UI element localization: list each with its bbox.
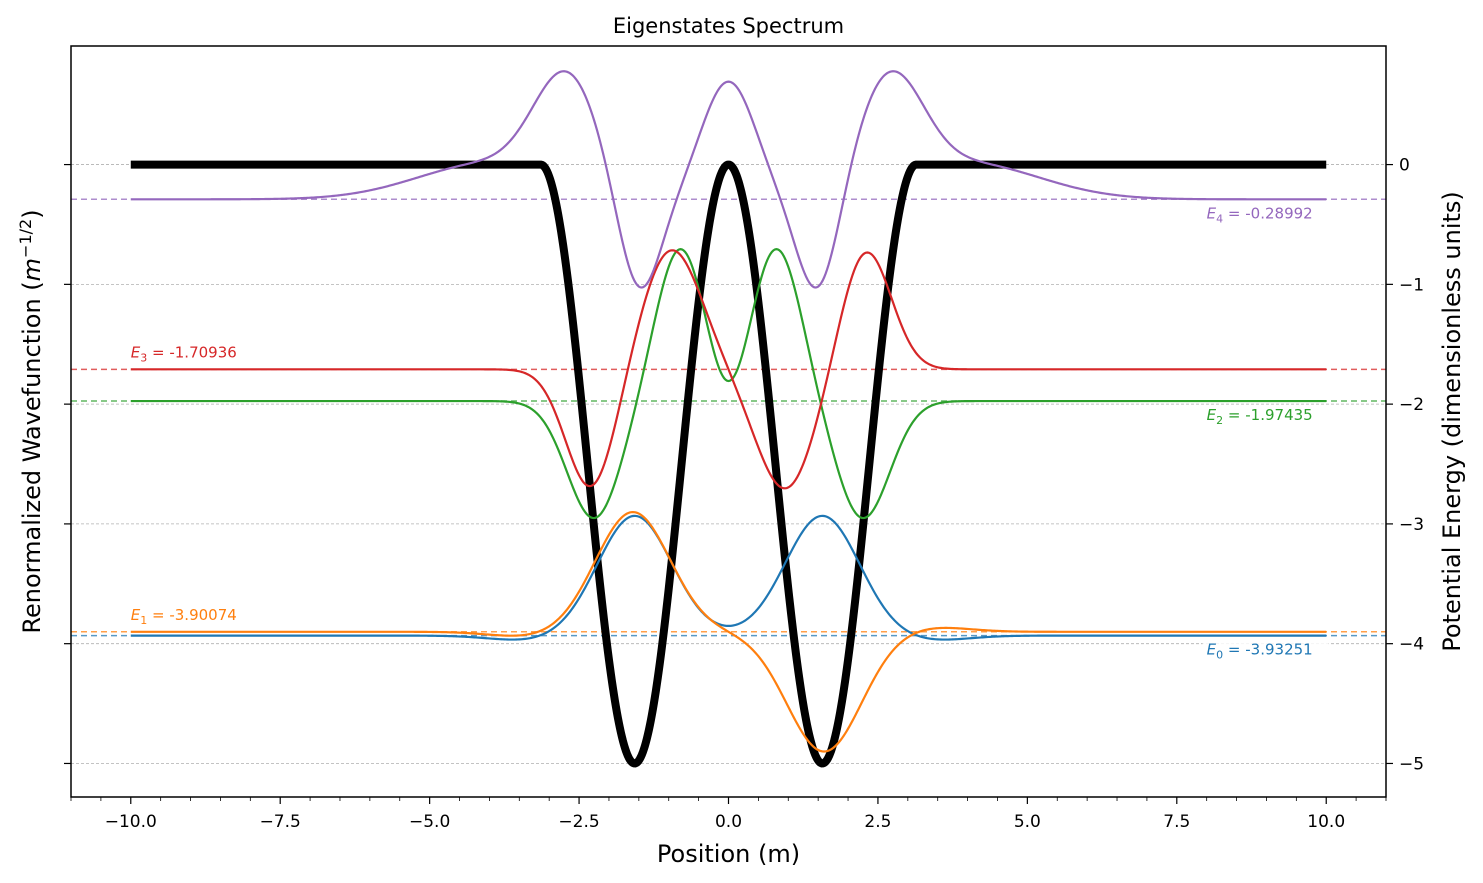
wavefunction-line [130,514,1327,641]
right-y-tick-label: −1 [1399,275,1424,295]
wavefunctions [130,70,1327,753]
x-axis-ticks: −10.0 −7.5 −5.0 −2.5 0.0 2.5 5.0 7.5 10.0 [70,797,1387,832]
left-y-axis-ticks [64,163,71,765]
x-tick-label: −7.5 [260,812,301,832]
energy-label: E3 = -1.70936 [131,343,237,364]
right-y-tick-label: −2 [1399,395,1424,415]
energy-levels [71,198,1386,637]
energy-label-bg [1202,639,1329,660]
energy-label: E1 = -3.90074 [131,606,237,627]
wavefunction-line [130,249,1327,490]
energy-label-bg [1202,405,1329,426]
energy-label: E0 = -3.93251 [1207,641,1313,662]
x-tick-label: 2.5 [864,812,891,832]
x-tick-label: 7.5 [1163,812,1190,832]
grid-layer [71,164,1386,764]
x-tick-label: 0.0 [715,812,742,832]
energy-label: E2 = -1.97435 [1207,406,1313,427]
right-y-tick-label: −3 [1399,515,1424,535]
x-tick-label: −5.0 [409,812,450,832]
plot-frame [70,45,1387,798]
right-y-axis-label: Potential Energy (dimensionless units) [1438,191,1466,652]
energy-labels: E0 = -3.93251 E1 = -3.90074 E2 = -1.97435 E… [131,203,1329,662]
wavefunction-line [130,248,1327,520]
x-axis-label: Position (m) [657,840,800,868]
right-y-tick-label: −4 [1399,635,1424,655]
chart-title: Eigenstates Spectrum [613,14,844,38]
x-tick-label: −10.0 [105,812,157,832]
right-y-axis-ticks: 0 −1 −2 −3 −4 −5 [1386,156,1424,774]
potential-curve-group [127,160,1330,768]
wavefunction-line [130,510,1327,753]
left-y-axis-label: Renormalized Wavefunction (m−1/2) [16,209,46,633]
x-tick-label: 10.0 [1307,812,1345,832]
energy-label: E4 = -0.28992 [1207,204,1313,225]
energy-label-bg [1202,203,1329,224]
potential-curve [127,160,1330,768]
x-tick-label: −2.5 [558,812,599,832]
right-y-tick-label: 0 [1399,156,1410,176]
x-tick-label: 5.0 [1014,812,1041,832]
right-y-tick-label: −5 [1399,754,1424,774]
wavefunction-line [130,70,1327,289]
